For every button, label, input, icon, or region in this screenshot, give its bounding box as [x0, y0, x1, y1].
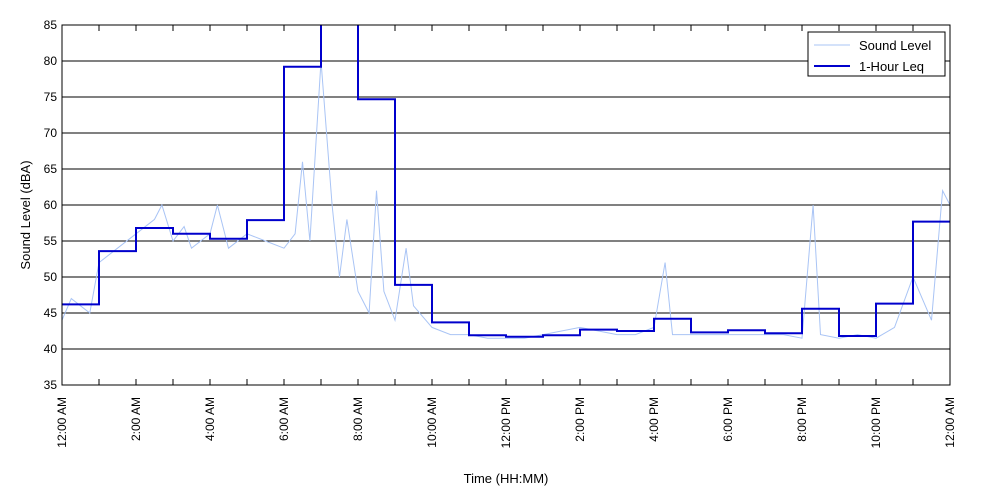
x-tick-label: 4:00 AM — [203, 397, 217, 441]
x-axis-ticks — [61, 25, 951, 385]
x-tick-label: 4:00 PM — [647, 397, 661, 442]
x-tick-label: 10:00 PM — [869, 397, 883, 448]
plot-frame — [61, 24, 951, 386]
x-tick-label: 12:00 AM — [55, 397, 69, 448]
x-tick-label: 12:00 PM — [499, 397, 513, 448]
legend-label-sound-level: Sound Level — [859, 38, 931, 53]
x-tick-label: 6:00 PM — [721, 397, 735, 442]
y-tick-label: 40 — [44, 342, 58, 356]
x-axis-label: Time (HH:MM) — [464, 471, 549, 486]
y-tick-label: 65 — [44, 162, 58, 176]
series-line-sound-level — [62, 60, 950, 339]
y-tick-label: 35 — [44, 378, 58, 392]
x-tick-labels: 12:00 AM 2:00 AM 4:00 AM 6:00 AM 8:00 AM 10:0… — [55, 397, 957, 448]
x-tick-label: 2:00 AM — [129, 397, 143, 441]
y-tick-label: 55 — [44, 234, 58, 248]
x-tick-label: 12:00 AM — [943, 397, 957, 448]
y-tick-label: 70 — [44, 126, 58, 140]
legend-label-1-hour-leq: 1-Hour Leq — [859, 59, 924, 74]
y-tick-labels: 35 40 45 50 55 60 65 70 75 80 85 — [44, 18, 58, 392]
x-tick-label: 2:00 PM — [573, 397, 587, 442]
y-tick-label: 75 — [44, 90, 58, 104]
y-tick-label: 85 — [44, 18, 58, 32]
series-layer — [62, 25, 950, 339]
x-tick-label: 8:00 PM — [795, 397, 809, 442]
y-tick-label: 45 — [44, 306, 58, 320]
y-tick-label: 50 — [44, 270, 58, 284]
y-axis-label: Sound Level (dBA) — [18, 160, 33, 269]
x-tick-label: 8:00 AM — [351, 397, 365, 441]
legend: Sound Level 1-Hour Leq — [807, 31, 946, 77]
legend-box — [807, 31, 946, 77]
y-tick-label: 80 — [44, 54, 58, 68]
x-tick-label: 10:00 AM — [425, 397, 439, 448]
y-tick-label: 60 — [44, 198, 58, 212]
series-line-1-hour-leq — [62, 25, 950, 338]
x-tick-label: 6:00 AM — [277, 397, 291, 441]
